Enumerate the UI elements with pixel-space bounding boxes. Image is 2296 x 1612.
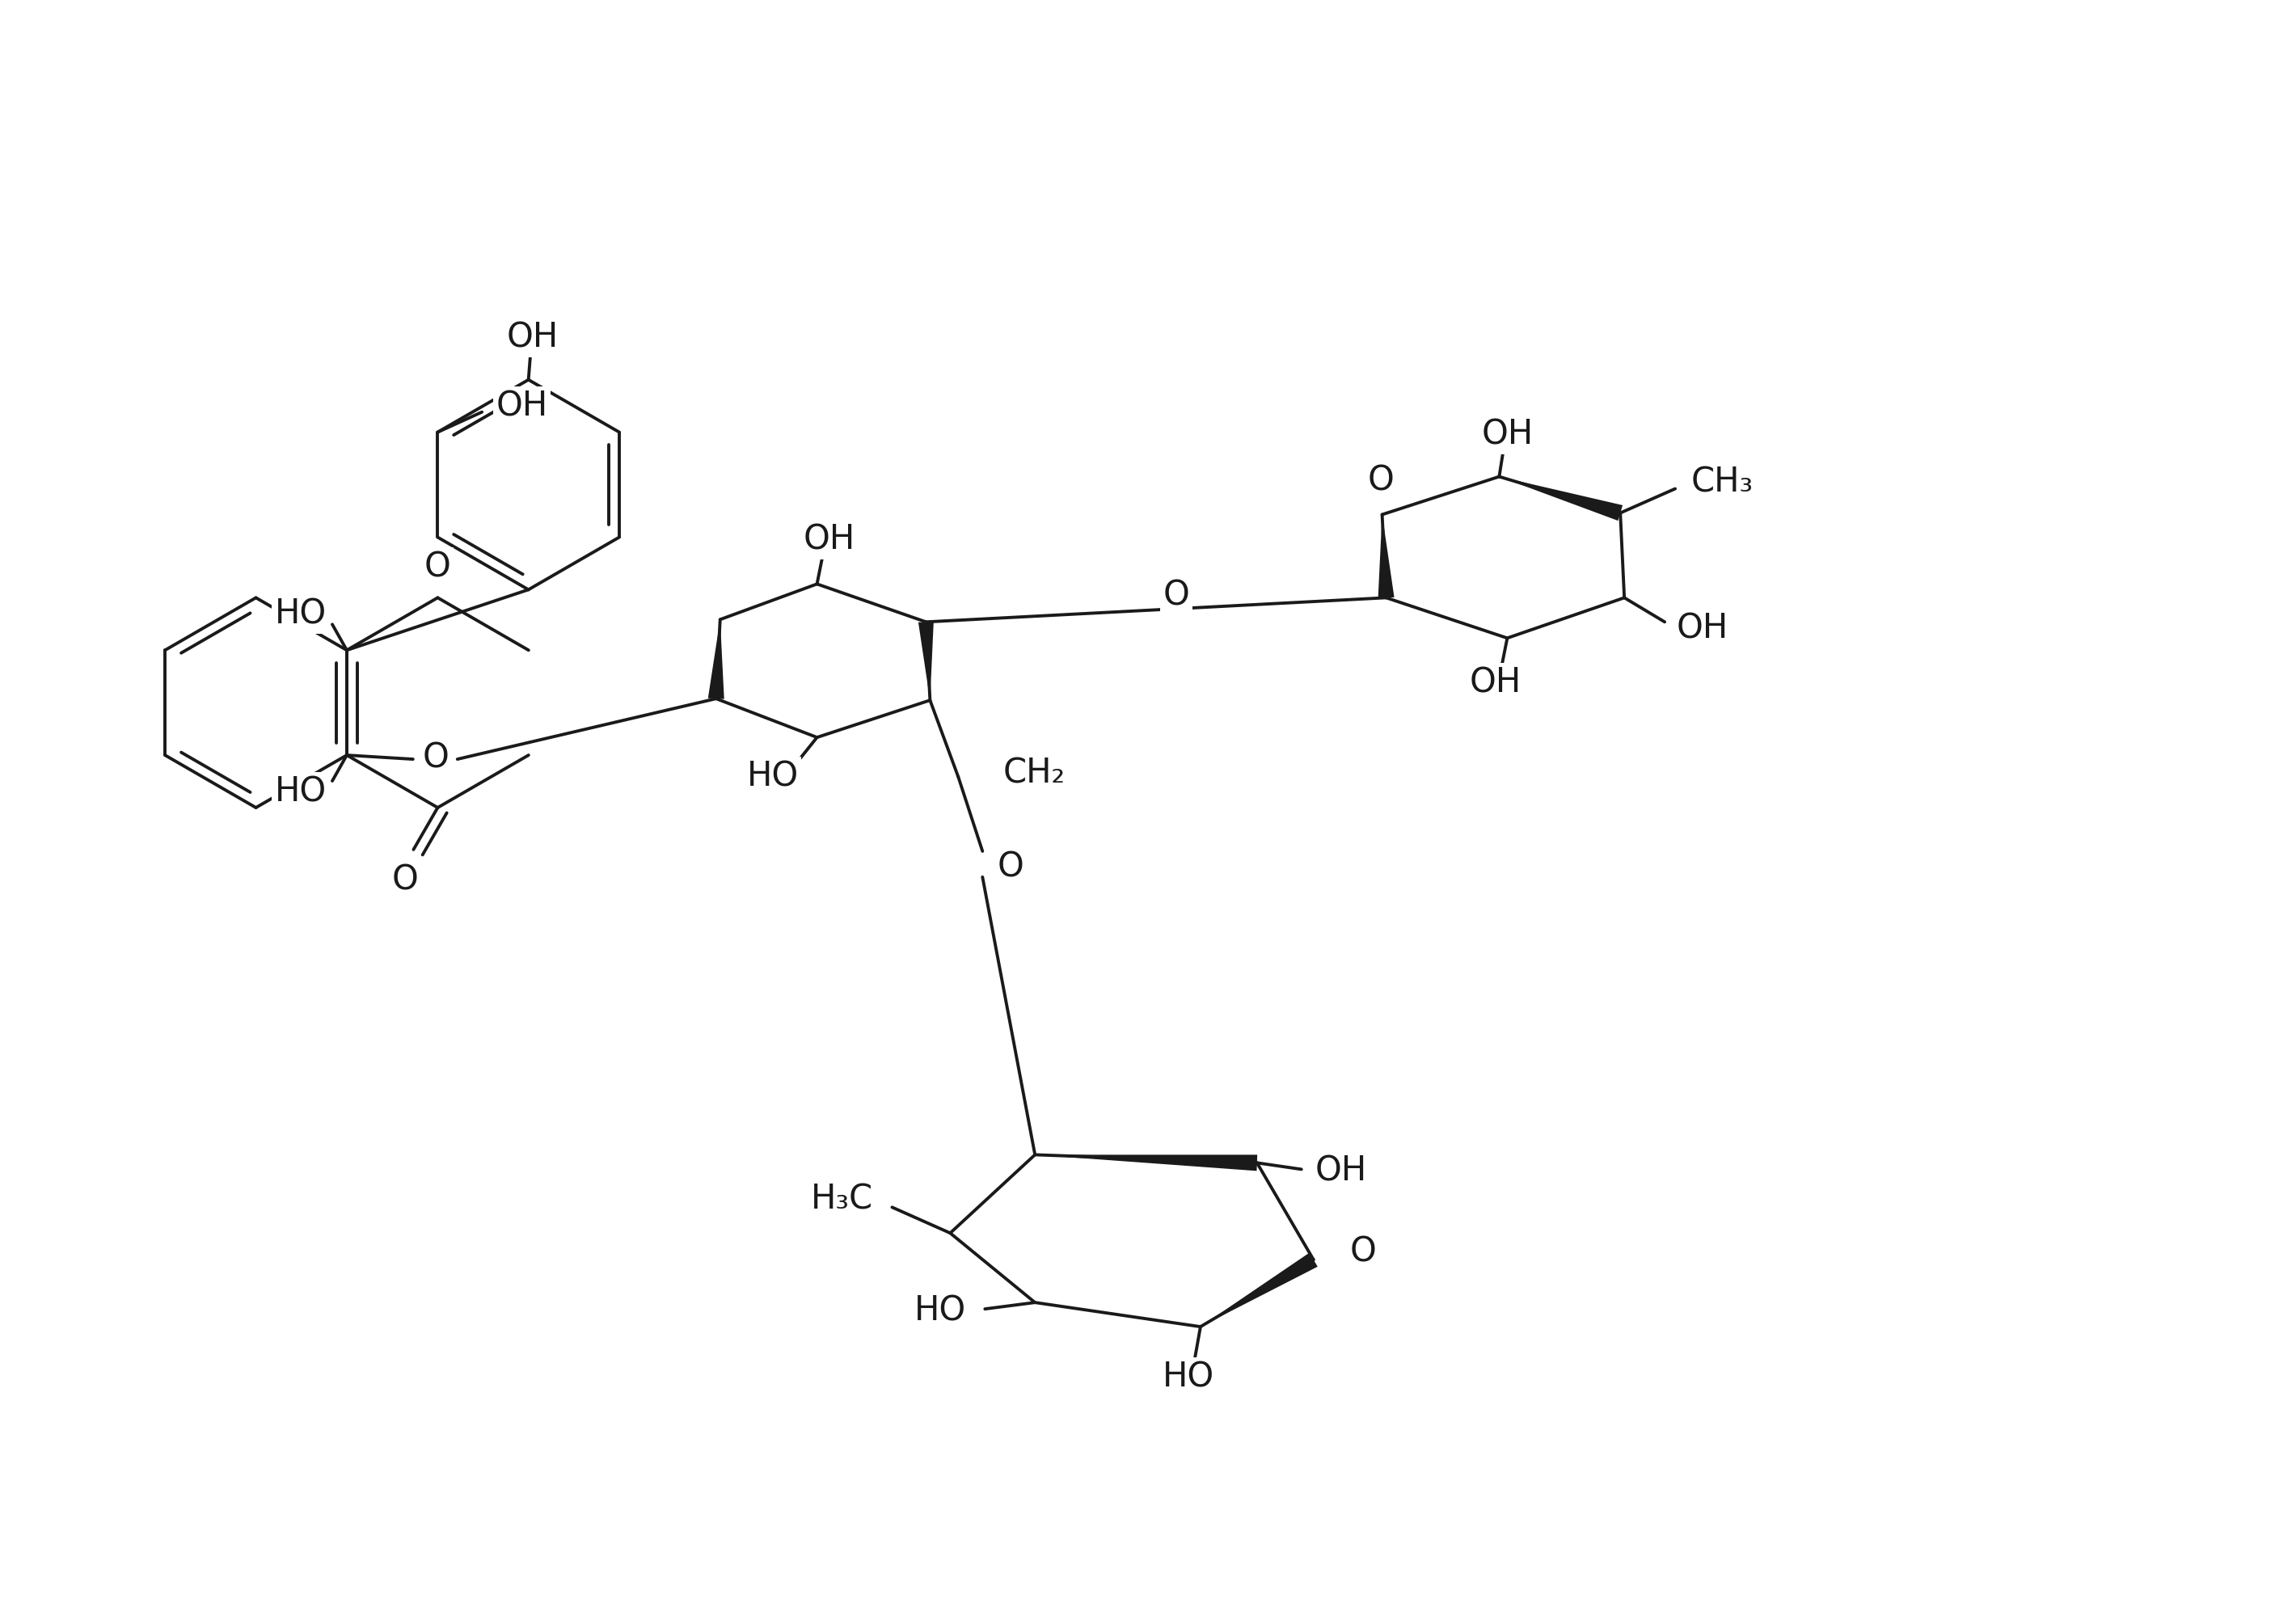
Text: OH: OH <box>804 522 854 556</box>
Polygon shape <box>1378 514 1394 598</box>
Text: OH: OH <box>496 390 549 424</box>
Text: O: O <box>1366 464 1394 498</box>
Text: CH₃: CH₃ <box>1692 466 1754 500</box>
Text: O: O <box>1350 1235 1375 1269</box>
Text: OH: OH <box>1481 418 1534 451</box>
Polygon shape <box>918 622 934 700</box>
Text: CH₂: CH₂ <box>1003 756 1065 790</box>
Text: OH: OH <box>1316 1154 1366 1188</box>
Text: O: O <box>393 864 418 898</box>
Text: H₃C: H₃C <box>810 1182 872 1215</box>
Polygon shape <box>1499 477 1623 521</box>
Text: HO: HO <box>914 1293 967 1328</box>
Text: OH: OH <box>1469 666 1522 700</box>
Text: O: O <box>425 550 450 584</box>
Text: HO: HO <box>276 774 326 809</box>
Polygon shape <box>1201 1253 1318 1327</box>
Polygon shape <box>1035 1154 1258 1170</box>
Text: HO: HO <box>1162 1361 1215 1394</box>
Text: HO: HO <box>276 596 326 630</box>
Text: O: O <box>422 740 450 774</box>
Text: O: O <box>1164 579 1189 613</box>
Text: HO: HO <box>746 759 799 793</box>
Text: OH: OH <box>507 321 558 355</box>
Text: OH: OH <box>1676 611 1729 645</box>
Polygon shape <box>707 619 723 700</box>
Text: O: O <box>996 851 1024 885</box>
